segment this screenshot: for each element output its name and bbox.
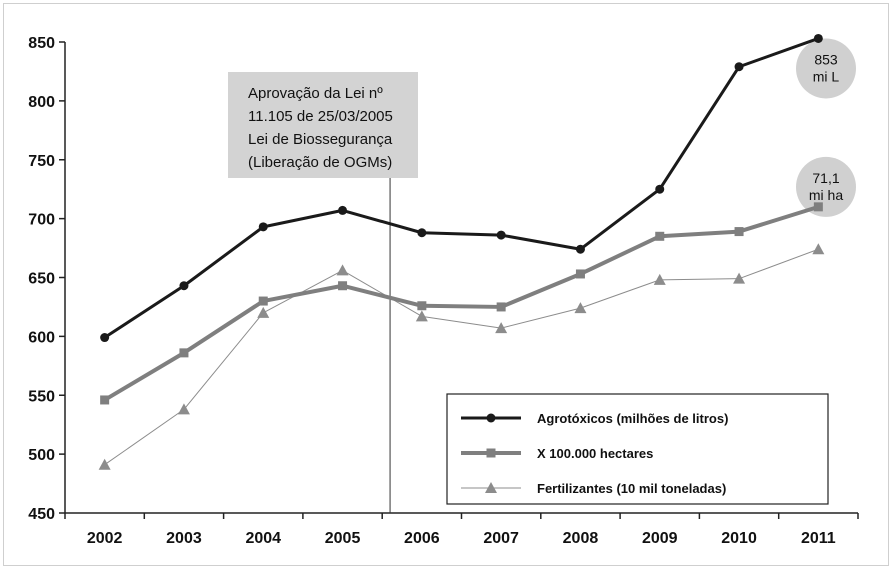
legend-box xyxy=(446,393,829,505)
series-line xyxy=(103,204,819,402)
value-bubble-text: mi ha xyxy=(809,187,843,203)
y-tick-label: 600 xyxy=(28,329,55,346)
y-tick-label: 800 xyxy=(28,94,55,111)
data-point-triangle xyxy=(733,272,746,284)
data-point-square xyxy=(813,202,823,212)
data-point-square xyxy=(496,302,506,312)
x-tick-label: 2006 xyxy=(404,530,440,547)
data-point-circle xyxy=(734,62,744,72)
legend-label: Fertilizantes (10 mil toneladas) xyxy=(537,481,726,496)
annotation-box xyxy=(228,72,418,178)
data-point-circle xyxy=(575,244,585,254)
x-tick-label: 2011 xyxy=(801,530,836,547)
x-tick-label: 2002 xyxy=(87,530,123,547)
x-tick-label: 2010 xyxy=(721,530,757,547)
legend-marker-circle xyxy=(486,413,496,423)
data-point-circle xyxy=(338,205,348,215)
data-point-circle xyxy=(179,281,189,291)
data-point-circle xyxy=(258,222,268,232)
annotation-text: Aprovação da Lei nº xyxy=(248,85,383,102)
data-point-circle xyxy=(100,333,110,343)
data-point-triangle xyxy=(98,458,111,470)
value-bubble-text: 853 xyxy=(814,51,838,67)
legend-label: Agrotóxicos (milhões de litros) xyxy=(537,411,728,426)
data-point-triangle xyxy=(574,302,587,314)
x-tick-label: 2008 xyxy=(563,530,599,547)
y-tick-label: 750 xyxy=(28,153,55,170)
x-tick-label: 2005 xyxy=(325,530,361,547)
x-tick-label: 2004 xyxy=(245,530,281,547)
data-point-triangle xyxy=(812,243,825,255)
series-line xyxy=(103,37,819,339)
value-bubble xyxy=(796,38,856,99)
data-point-square xyxy=(338,281,348,291)
data-point-square xyxy=(655,231,665,241)
data-point-triangle xyxy=(336,264,349,276)
data-point-square xyxy=(100,395,110,405)
data-point-triangle xyxy=(177,403,190,415)
data-point-square xyxy=(417,301,427,311)
y-tick-label: 550 xyxy=(28,388,55,405)
legend-marker-triangle xyxy=(485,482,497,493)
data-point-triangle xyxy=(257,306,270,318)
data-point-square xyxy=(258,296,268,306)
y-tick-label: 450 xyxy=(28,506,55,523)
x-tick-label: 2003 xyxy=(166,530,202,547)
y-tick-label: 650 xyxy=(28,271,55,288)
annotation-text: (Liberação de OGMs) xyxy=(248,154,392,171)
y-tick-label: 850 xyxy=(28,35,55,52)
data-point-triangle xyxy=(495,322,508,334)
annotation-text: Lei de Biossegurança xyxy=(248,131,393,148)
data-point-circle xyxy=(655,184,665,194)
data-point-square xyxy=(179,348,189,358)
data-point-square xyxy=(734,227,744,237)
data-point-circle xyxy=(496,230,506,240)
y-tick-label: 500 xyxy=(28,447,55,464)
data-point-square xyxy=(575,269,585,279)
series-line xyxy=(104,248,819,466)
x-tick-label: 2007 xyxy=(483,530,519,547)
data-point-circle xyxy=(417,228,427,238)
legend-marker-square xyxy=(486,448,496,458)
y-tick-label: 700 xyxy=(28,212,55,229)
data-point-triangle xyxy=(653,273,666,285)
data-point-circle xyxy=(813,33,823,43)
data-point-triangle xyxy=(415,310,428,322)
value-bubble xyxy=(796,156,856,217)
value-bubble-text: mi L xyxy=(813,68,840,84)
x-tick-label: 2009 xyxy=(642,530,678,547)
legend-label: X 100.000 hectares xyxy=(537,446,653,461)
value-bubble-text: 71,1 xyxy=(812,170,839,186)
annotation-text: 11.105 de 25/03/2005 xyxy=(248,108,393,125)
